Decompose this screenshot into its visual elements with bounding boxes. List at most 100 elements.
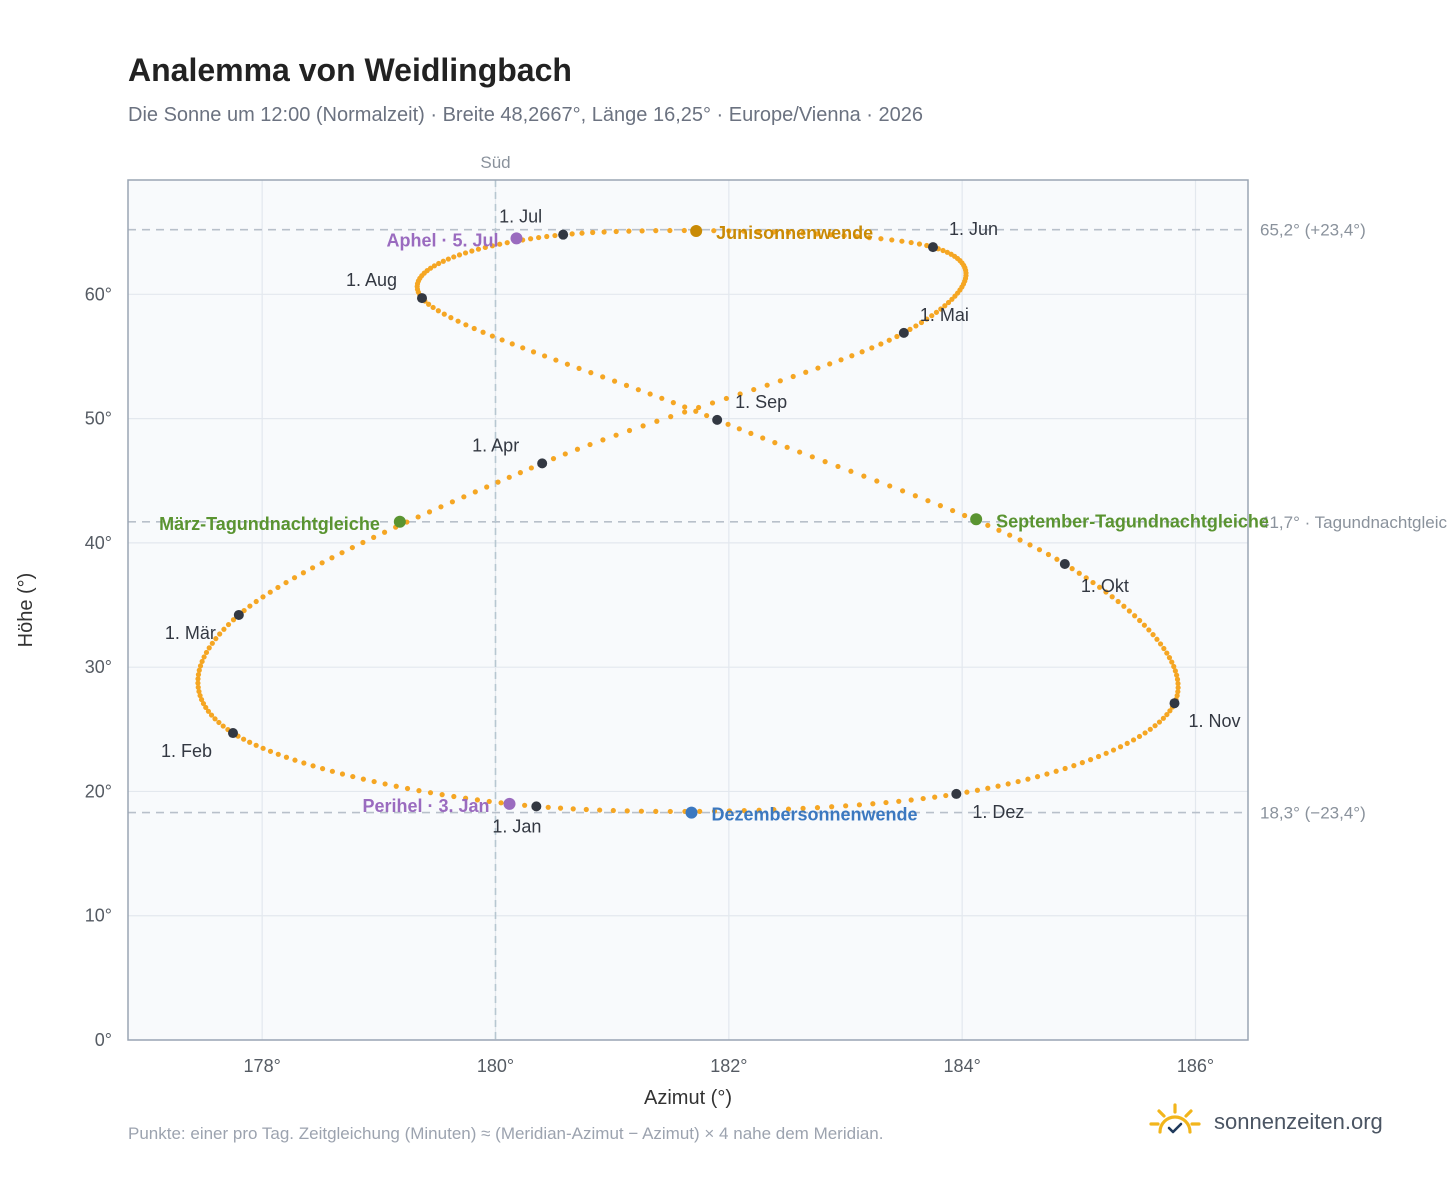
analemma-day-point (1103, 750, 1109, 756)
analemma-day-point (209, 640, 215, 646)
y-axis-label: Höhe (°) (15, 573, 37, 648)
analemma-day-point (848, 468, 854, 474)
event-marker (970, 513, 983, 526)
analemma-day-point (552, 232, 558, 239)
analemma-day-point (562, 451, 568, 457)
analemma-day-point (381, 529, 388, 535)
analemma-day-point (570, 806, 576, 812)
analemma-day-point (393, 783, 399, 789)
analemma-day-point (1115, 598, 1121, 605)
analemma-day-point (925, 498, 931, 504)
y-tick-label: 50° (85, 409, 112, 429)
analemma-day-point (899, 488, 906, 494)
analemma-day-point (520, 345, 526, 351)
analemma-day-point (339, 771, 346, 777)
analemma-day-point (1150, 632, 1156, 638)
analemma-day-point (924, 316, 930, 322)
analemma-day-point (1036, 547, 1043, 553)
event-marker (503, 797, 516, 810)
analemma-day-point (404, 785, 411, 792)
south-line-label: Süd (480, 153, 510, 172)
analemma-day-point (206, 645, 212, 651)
analemma-day-point (748, 430, 754, 436)
analemma-day-point (480, 329, 486, 335)
y-tick-label: 30° (85, 657, 112, 677)
analemma-day-point (1174, 676, 1181, 682)
analemma-day-point (887, 483, 893, 489)
analemma-day-point (667, 227, 673, 234)
analemma-day-point (544, 233, 550, 240)
analemma-day-point (448, 315, 454, 321)
event-marker (690, 224, 703, 237)
analemma-day-point (509, 341, 515, 347)
analemma-day-point (471, 325, 477, 332)
analemma-day-point (201, 654, 207, 660)
analemma-day-point (195, 672, 202, 678)
analemma-day-point (260, 594, 266, 600)
analemma-day-point (506, 474, 512, 480)
analemma-day-point (431, 263, 438, 269)
analemma-day-point (1045, 551, 1052, 558)
analemma-day-point (283, 579, 289, 586)
month-marker (712, 414, 723, 425)
analemma-day-point (647, 391, 653, 397)
analemma-day-point (640, 423, 646, 429)
month-markers: 1. Jan 1. Feb 1. Mär 1. Apr 1. Mai 1. Jun 1. J… (161, 207, 1241, 837)
analemma-day-point (771, 229, 777, 235)
analemma-day-point (849, 353, 855, 359)
analemma-day-point (889, 237, 895, 243)
analemma-day-point (681, 227, 687, 234)
analemma-day-point (536, 234, 542, 241)
analemma-day-point (623, 382, 630, 388)
analemma-day-point (777, 378, 783, 384)
analemma-day-point (310, 763, 316, 769)
analemma-day-point (553, 357, 559, 363)
month-label: 1. Aug (346, 270, 397, 290)
analemma-day-point (1142, 730, 1148, 736)
analemma-day-point (436, 260, 442, 267)
analemma-day-point (725, 421, 731, 427)
x-tick-label: 184° (944, 1056, 981, 1076)
analemma-day-point (221, 626, 227, 632)
analemma-day-point (841, 233, 847, 239)
analemma-day-point (962, 512, 968, 519)
event-marker (685, 806, 698, 819)
y-tick-label: 10° (85, 906, 112, 926)
analemma-day-point (827, 361, 833, 367)
analemma-day-point (545, 804, 551, 810)
analemma-day-point (1027, 542, 1033, 548)
analemma-day-point (230, 617, 237, 623)
analemma-day-point (486, 798, 492, 805)
analemma-day-point (1166, 654, 1173, 661)
analemma-day-point (741, 808, 747, 814)
analemma-day-point (933, 309, 940, 315)
analemma-day-point (569, 231, 575, 237)
analemma-day-point (415, 514, 421, 520)
analemma-day-point (726, 228, 732, 234)
analemma-day-point (974, 787, 981, 793)
analemma-day-point (653, 228, 659, 234)
analemma-day-point (469, 248, 475, 254)
analemma-day-point (861, 473, 867, 479)
analemma-day-point (995, 783, 1001, 789)
brand-name: sonnenzeiten.org (1214, 1109, 1383, 1134)
analemma-day-point (426, 301, 432, 307)
analemma-day-point (899, 238, 905, 244)
analemma-day-point (950, 507, 956, 514)
analemma-day-point (463, 795, 469, 801)
analemma-day-point (886, 337, 892, 343)
analemma-day-point (1117, 744, 1124, 750)
analemma-day-point (579, 230, 585, 236)
analemma-day-point (809, 454, 815, 460)
analemma-day-point (1146, 627, 1152, 633)
analemma-day-point (1096, 584, 1103, 590)
brand[interactable]: sonnenzeiten.org (1148, 1102, 1383, 1142)
analemma-day-point (829, 804, 835, 810)
month-label: 1. Feb (161, 741, 212, 761)
event-label: Junisonnenwende (716, 223, 873, 243)
analemma-day-point (382, 781, 388, 787)
y-tick-label: 60° (85, 284, 112, 304)
analemma-day-point (199, 658, 205, 665)
analemma-day-point (247, 739, 253, 745)
